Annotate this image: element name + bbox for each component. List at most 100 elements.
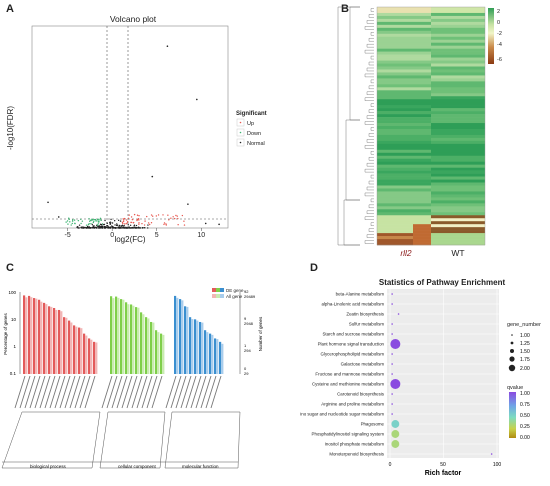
heatmap-cell (449, 33, 467, 38)
heatmap-cell (431, 27, 449, 32)
heatmap-cell (377, 42, 395, 46)
dendrogram-branch (366, 186, 374, 191)
go-bar-de (58, 309, 61, 374)
heatmap-cell (467, 233, 485, 237)
enrichment-grid (387, 289, 499, 458)
go-bar-de (174, 295, 177, 374)
go-bar-all (65, 317, 68, 374)
heatmap-cell (449, 236, 467, 240)
volcano-point-down (73, 219, 76, 221)
volcano-point (123, 223, 126, 225)
heatmap-cell (413, 182, 431, 186)
enrichment-pathway-label: Carotenoid biosynthesis (337, 392, 385, 397)
heatmap-cell (431, 66, 449, 70)
heatmap-cell (413, 152, 431, 157)
heatmap-cell (377, 218, 395, 222)
volcano-point (76, 225, 79, 228)
go-bar-de (53, 307, 56, 374)
heatmap-cell (377, 230, 395, 234)
heatmap-cell (377, 239, 395, 243)
enrichment-point (391, 373, 393, 375)
volcano-point (111, 222, 114, 224)
go-legend-all-red (212, 294, 216, 298)
volcano-point-up (175, 214, 177, 217)
go-bar-all (75, 326, 78, 374)
go-bar-all (50, 306, 53, 374)
heatmap-cell (377, 66, 395, 70)
volcano-point-up (136, 214, 139, 216)
heatmap-cell (449, 18, 467, 23)
heatmap-cell (377, 45, 395, 49)
heatmap-cell (395, 102, 413, 106)
volcano-plot-area (31, 25, 229, 229)
go-term-label-mark (69, 375, 81, 409)
go-bar-de (140, 312, 143, 374)
heatmap-cell (377, 179, 395, 183)
go-term-label-mark (126, 375, 138, 409)
volcano-point (138, 219, 140, 221)
dendrogram-branch (364, 49, 374, 54)
go-term-label-mark (146, 375, 158, 409)
dendrogram-branch (370, 222, 374, 226)
heatmap-cell (449, 158, 467, 162)
heatmap-cell (431, 224, 449, 228)
heatmap-cell (377, 90, 395, 94)
volcano-point (109, 221, 111, 224)
enrichment-pathway-label: Galactose metabolism (341, 362, 385, 367)
heatmap-cell (467, 78, 485, 82)
volcano-point (147, 224, 149, 226)
heatmap-cell (377, 134, 395, 139)
volcano-title: Volcano plot (110, 14, 157, 24)
heatmap-cell (377, 84, 395, 88)
volcano-point-down (97, 224, 99, 226)
heatmap-cell (377, 75, 395, 79)
volcano-point (121, 224, 124, 227)
volcano-point (125, 219, 128, 221)
go-bar-de (214, 338, 217, 374)
q-legend-label-5: 0.00 (520, 435, 530, 441)
heatmap-cell (377, 164, 395, 168)
go-term-label-mark (101, 375, 113, 409)
enrichment-point (490, 453, 493, 455)
heatmap-cell (467, 173, 485, 177)
heatmap-cell (395, 114, 413, 118)
heatmap-cell (377, 167, 395, 171)
volcano-point-up (183, 220, 185, 222)
heatmap-cell (431, 99, 449, 103)
heatmap-cell (377, 105, 395, 109)
heatmap-cell (431, 48, 449, 52)
heatmap-cell (395, 218, 413, 222)
heatmap-cell (413, 137, 431, 142)
heatmap-cell (395, 84, 413, 88)
heatmap-cell (431, 176, 449, 180)
heatmap-cell (431, 152, 449, 157)
enrichment-point (391, 403, 393, 405)
heatmap-cell (395, 126, 413, 130)
heatmap-cell (413, 191, 431, 195)
heatmap-cell (449, 146, 467, 151)
heatmap-cell (413, 108, 431, 112)
go-category-mf: molecular function (182, 464, 219, 469)
heatmap-cell (413, 170, 431, 174)
go-right-tick-all-1: 2948 (244, 321, 254, 326)
heatmap-cell (413, 203, 431, 207)
panel-label-b: B (341, 3, 349, 15)
heatmap-cell (449, 93, 467, 97)
volcano-point (123, 219, 125, 221)
heatmap-cell (449, 7, 467, 11)
volcano-point (114, 227, 116, 229)
go-term-labels (14, 375, 222, 409)
heatmap-cell (413, 173, 431, 177)
heatmap-cell (413, 69, 431, 73)
enrichment-pathway-labels: beta-Alanine metabolism alpha-Linolenic a… (300, 292, 385, 457)
heatmap-cell (395, 185, 413, 189)
heatmap-cell (413, 155, 431, 160)
go-term-label-mark (59, 375, 71, 409)
heatmap-cell (377, 149, 395, 154)
heatmap-cell (467, 152, 485, 157)
volcano-point (121, 221, 124, 224)
heatmap-cell (467, 87, 485, 91)
heatmap-cell (413, 36, 431, 41)
dendrogram-branch (368, 38, 374, 42)
heatmap-cell (431, 158, 449, 162)
